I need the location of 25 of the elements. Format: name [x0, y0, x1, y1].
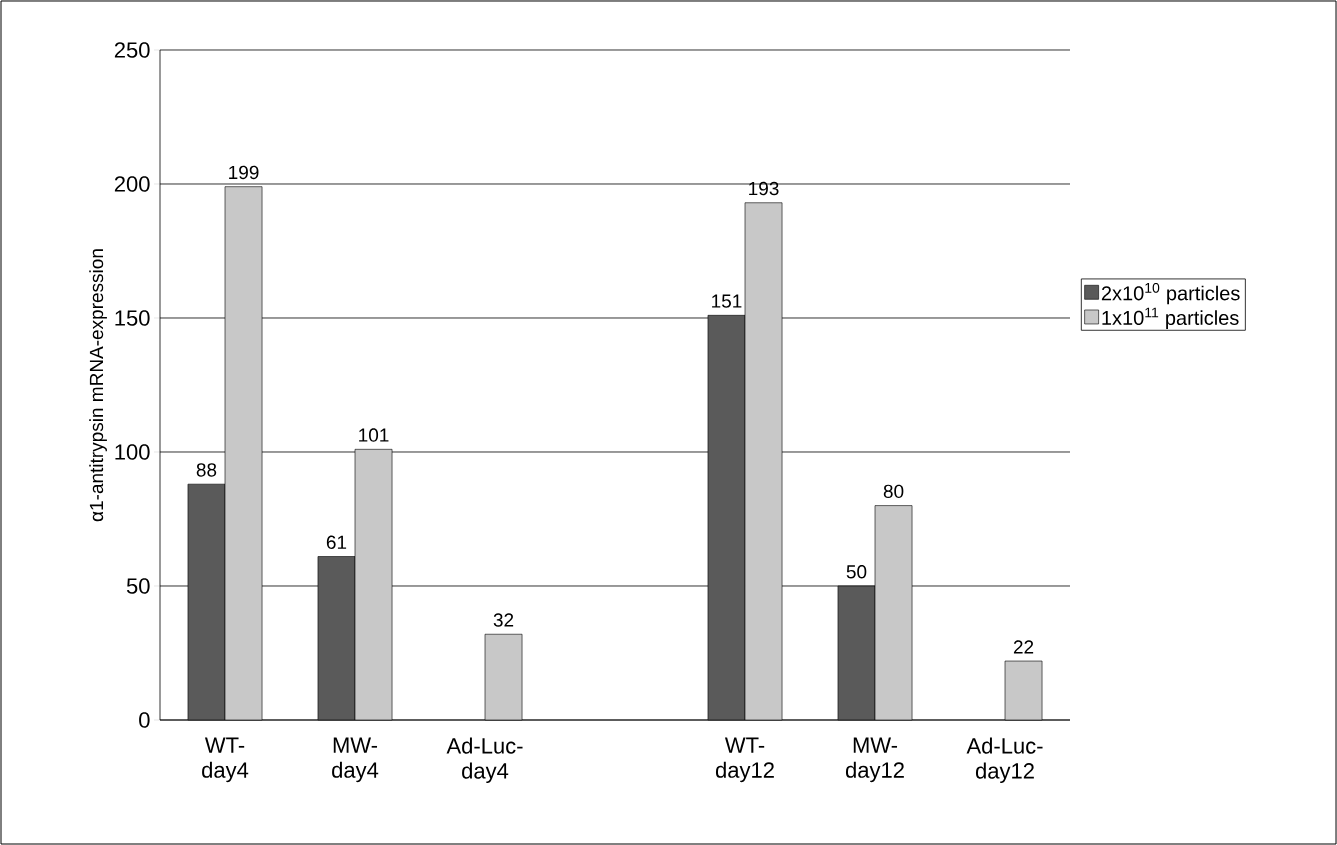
- x-tick-label: MW-day12: [845, 737, 904, 783]
- data-label: 50: [846, 565, 867, 579]
- data-label: 199: [229, 165, 259, 180]
- y-tick-label: 200: [114, 176, 150, 192]
- y-tick-label: 50: [126, 578, 150, 594]
- data-label: 80: [883, 484, 904, 499]
- y-tick-label: 150: [115, 310, 150, 326]
- y-tick-label: 0: [139, 712, 150, 728]
- x-tick-label: Ad-Luc-day12: [966, 737, 1043, 784]
- legend-label: 1x10$^{11}$ particles: [1102, 307, 1239, 329]
- y-tick-label: 250: [114, 42, 150, 58]
- x-tick-label: WT-day4: [202, 737, 249, 783]
- data-label: 22: [1013, 640, 1034, 654]
- data-label: 32: [493, 613, 514, 627]
- y-tick-label: 100: [115, 444, 150, 460]
- data-label: 61: [326, 535, 347, 549]
- y-axis-title: α1-antitrypsin mRNA-expression: [89, 249, 107, 522]
- x-tick-label: MW-day4: [332, 737, 379, 783]
- data-label: 193: [749, 181, 779, 196]
- x-tick-label: Ad-Luc-day4: [446, 737, 523, 784]
- x-tick-label: WT-day12: [715, 737, 774, 783]
- data-label: 88: [196, 463, 217, 477]
- data-label: 101: [359, 428, 389, 442]
- legend-label: 2x10$^{10}$ particles: [1101, 282, 1240, 305]
- data-label: 151: [712, 294, 742, 308]
